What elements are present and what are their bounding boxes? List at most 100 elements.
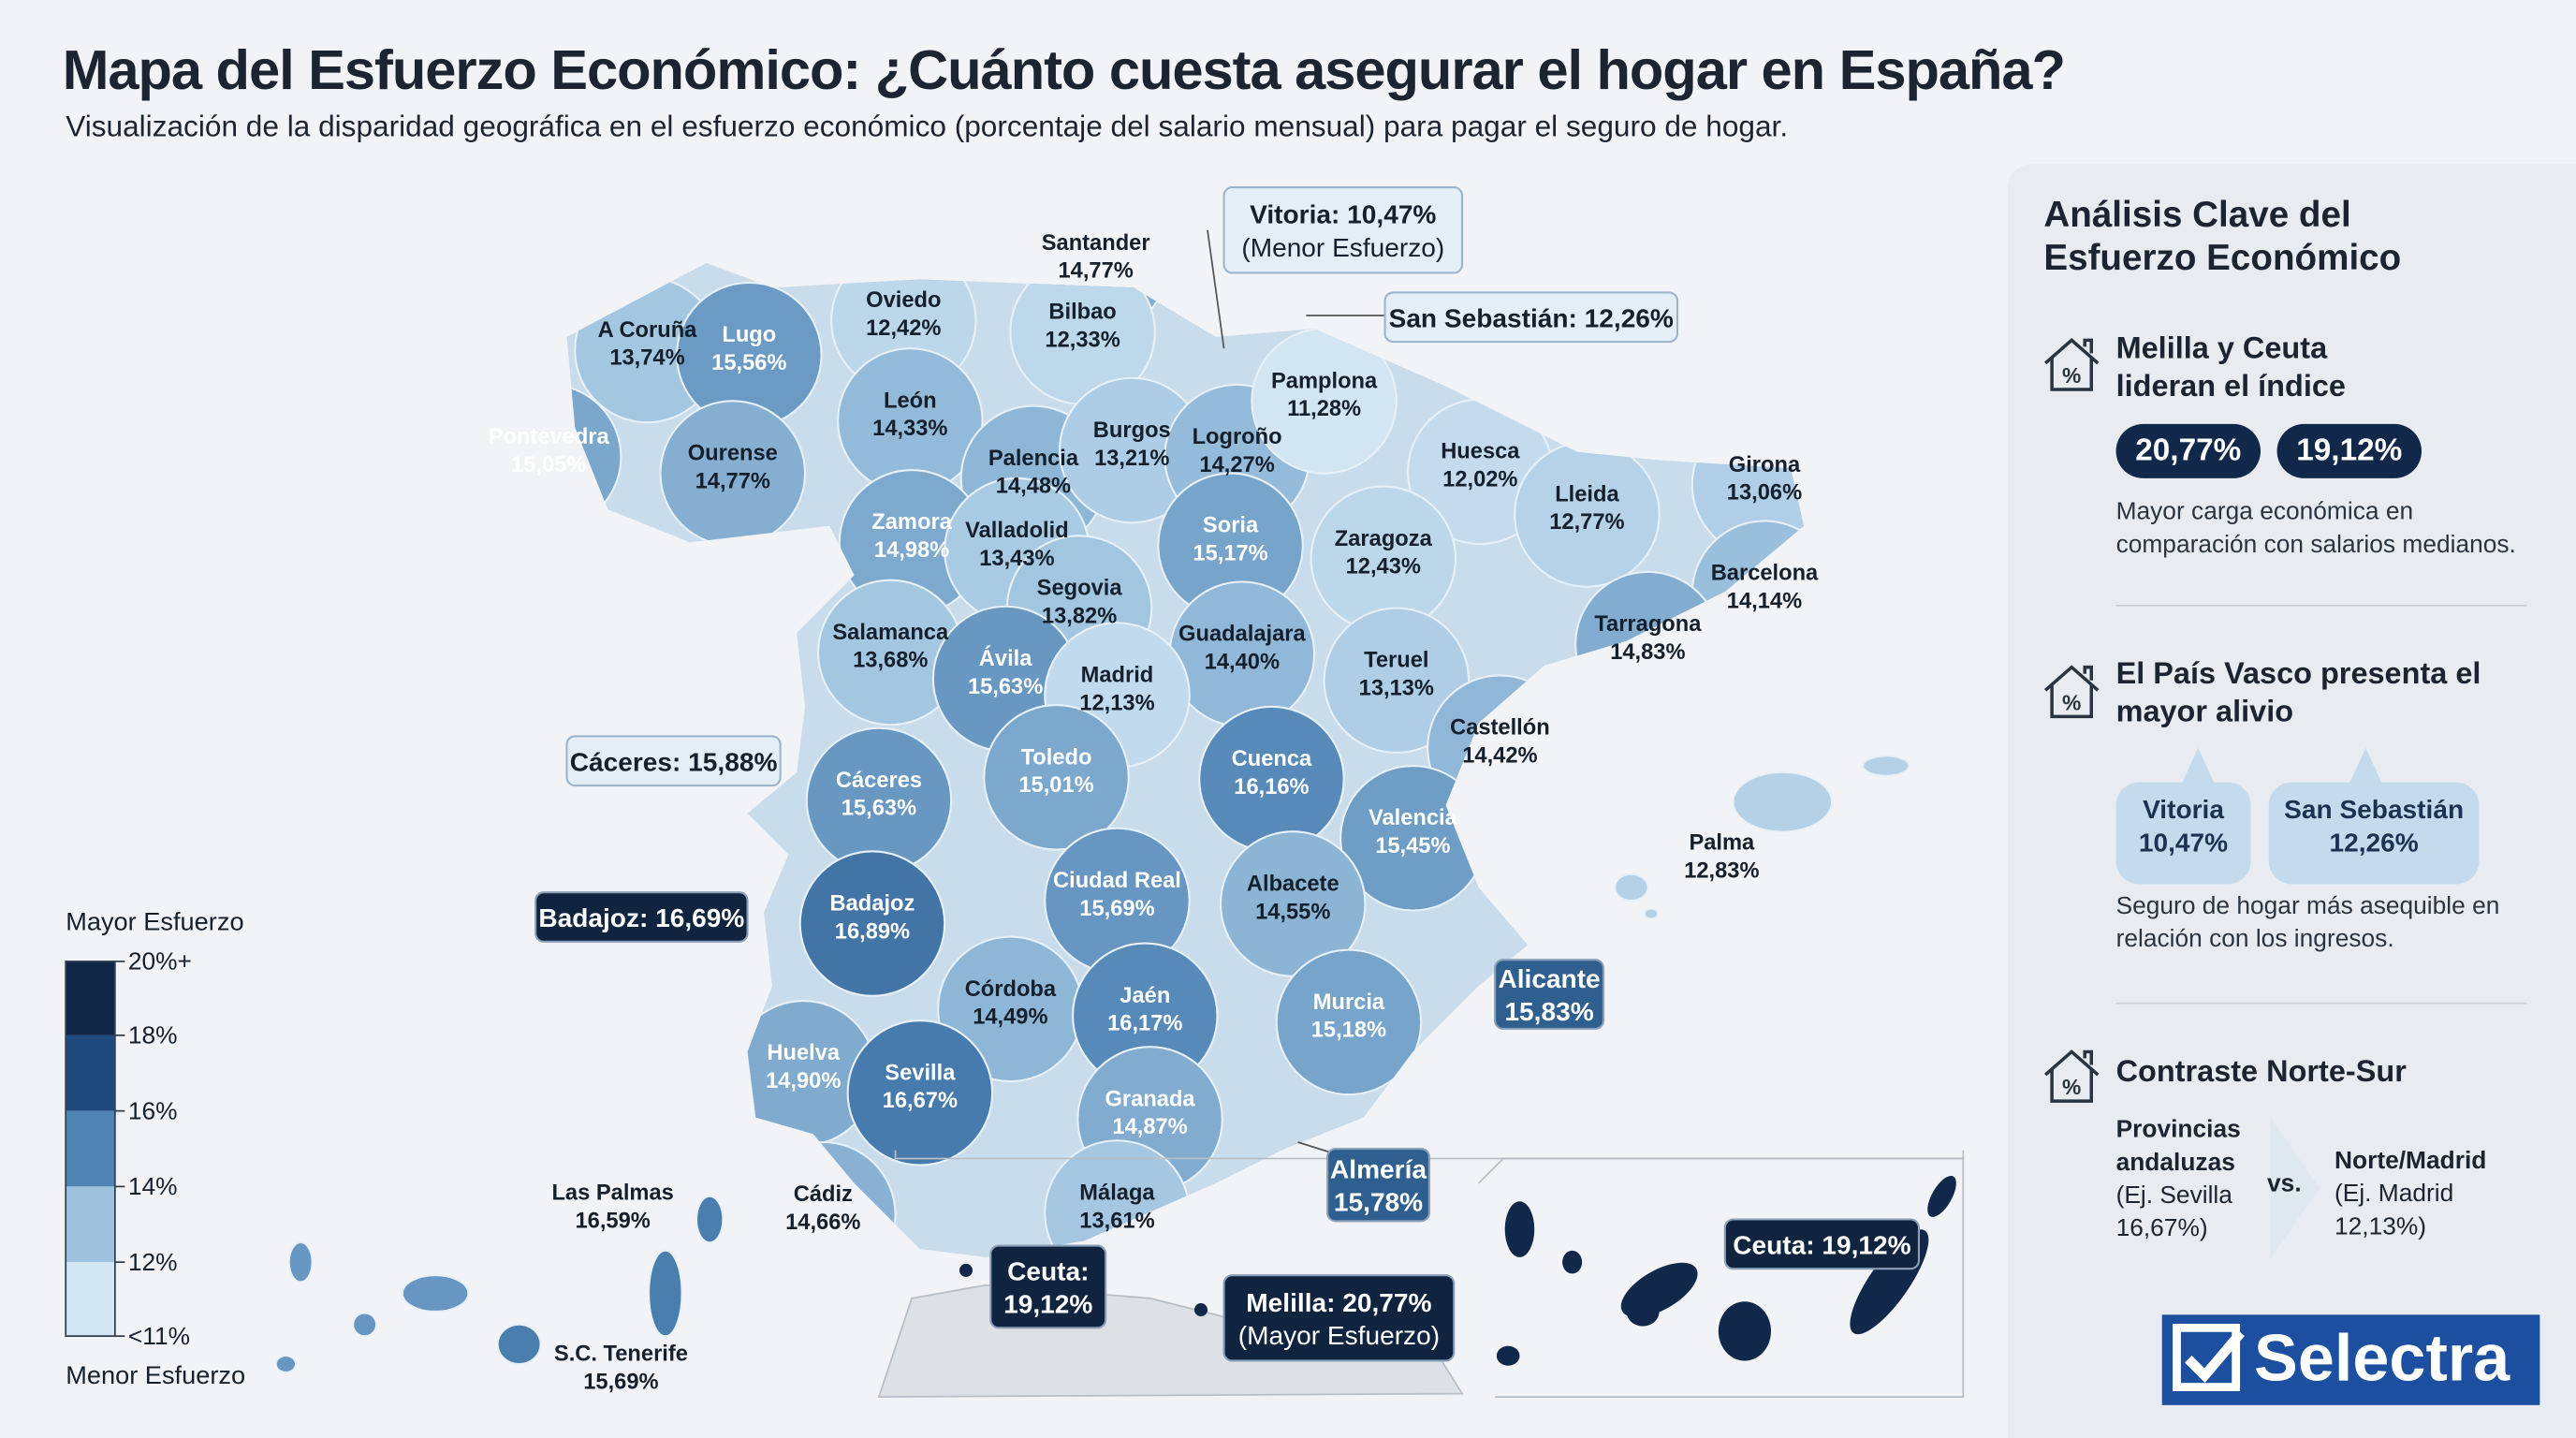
callout-text: (Menor Esfuerzo) bbox=[1241, 233, 1444, 262]
svg-text:%: % bbox=[2062, 690, 2081, 714]
province-value: 14,49% bbox=[973, 1005, 1047, 1030]
house-icon: % bbox=[2043, 665, 2100, 719]
province-value: 12,77% bbox=[1549, 510, 1624, 535]
compare-example: (Ej. Madrid 12,13%) bbox=[2334, 1180, 2454, 1241]
province-value: 14,87% bbox=[1112, 1115, 1187, 1139]
compare-label: Provincias andaluzas bbox=[2115, 1115, 2241, 1177]
province-name: Jaén bbox=[1120, 984, 1170, 1008]
province-value: 11,28% bbox=[1287, 397, 1361, 421]
melilla-dot bbox=[1193, 1303, 1208, 1317]
legend-tick-label: 12% bbox=[128, 1248, 178, 1276]
province-value: 14,66% bbox=[785, 1211, 860, 1235]
province-name: Girona bbox=[1729, 453, 1801, 477]
province-value: 15,45% bbox=[1375, 834, 1450, 858]
ceuta-dot bbox=[959, 1263, 973, 1277]
canary-inset-frame bbox=[1477, 1157, 1965, 1398]
legend-bottom: Menor Esfuerzo bbox=[66, 1360, 245, 1389]
bubble-tails bbox=[2181, 747, 2382, 785]
province-shape bbox=[1275, 948, 1423, 1096]
pill: 20,77% bbox=[2115, 423, 2261, 478]
province-value: 15,69% bbox=[583, 1370, 658, 1394]
province-value: 14,83% bbox=[1610, 640, 1685, 665]
section-title: Melilla y Ceuta lideran el índice bbox=[2115, 330, 2346, 404]
province-name: Logroño bbox=[1193, 425, 1282, 449]
province-shape bbox=[983, 704, 1130, 851]
callout-text: 15,83% bbox=[1504, 997, 1593, 1026]
province-value: 13,13% bbox=[1359, 677, 1434, 701]
callout-box bbox=[534, 891, 749, 943]
legend-band bbox=[66, 1034, 115, 1111]
subtitle: Visualización de la disparidad geográfic… bbox=[66, 110, 1789, 143]
vs-arrow bbox=[2270, 1117, 2320, 1259]
province-value: 14,98% bbox=[874, 538, 949, 563]
province-shape bbox=[1614, 755, 1910, 920]
province-name: Segovia bbox=[1037, 576, 1123, 600]
legend-band bbox=[66, 1186, 115, 1263]
callout-text: San Sebastián: 12,26% bbox=[1389, 303, 1674, 332]
callout-text: 15,78% bbox=[1334, 1188, 1423, 1217]
province-name: Soria bbox=[1203, 514, 1259, 538]
svg-text:%: % bbox=[2062, 1075, 2081, 1099]
province-name: Santander bbox=[1042, 231, 1150, 256]
province-value: 13,68% bbox=[853, 649, 928, 673]
province-name: A Coruña bbox=[598, 318, 698, 343]
callouts: Vitoria: 10,47% (Menor Esfuerzo) San Sebas… bbox=[534, 186, 1921, 1362]
callout-text: Melilla: 20,77% bbox=[1246, 1288, 1431, 1317]
legend-tick-label: <11% bbox=[128, 1322, 190, 1350]
province-labels: A Coruña 13,74% Lugo 15,56% Pontevedra 15,05%… bbox=[489, 231, 1819, 1394]
province-name: Cádiz bbox=[794, 1182, 853, 1207]
province-name: Albacete bbox=[1247, 872, 1339, 896]
section-title: Contraste Norte-Sur bbox=[2115, 1053, 2407, 1089]
legend-band bbox=[66, 1110, 115, 1187]
province-name: Ávila bbox=[979, 645, 1032, 671]
province-value: 12,83% bbox=[1684, 858, 1759, 883]
province-value: 16,17% bbox=[1107, 1012, 1182, 1036]
legend-band bbox=[66, 961, 115, 1035]
province-name: León bbox=[884, 389, 937, 413]
divider bbox=[2115, 1002, 2527, 1005]
province-value: 13,61% bbox=[1079, 1209, 1154, 1233]
province-value: 15,69% bbox=[1079, 897, 1154, 921]
house-icon: % bbox=[2043, 338, 2100, 391]
province-name: Bilbao bbox=[1048, 301, 1116, 325]
province-name: Barcelona bbox=[1711, 562, 1819, 586]
province-name: Córdoba bbox=[965, 977, 1057, 1002]
section-text: Seguro de hogar más asequible en relació… bbox=[2115, 892, 2500, 954]
province-shape bbox=[496, 1196, 724, 1365]
province-shape bbox=[274, 1241, 470, 1373]
province-value: 12,33% bbox=[1045, 328, 1120, 352]
province-name: Lleida bbox=[1555, 482, 1619, 506]
province-value: 15,63% bbox=[968, 675, 1043, 699]
province-value: 12,43% bbox=[1346, 555, 1421, 580]
province-value: 14,90% bbox=[766, 1069, 841, 1093]
logo-text: Selectra bbox=[2253, 1323, 2510, 1396]
callout-box bbox=[989, 1244, 1107, 1329]
callout-text: Ceuta: bbox=[1007, 1256, 1089, 1285]
province-value: 14,27% bbox=[1199, 453, 1274, 477]
callout-box bbox=[1723, 1218, 1921, 1270]
province-shape bbox=[846, 1020, 994, 1167]
section-text: Mayor carga económica en comparación con… bbox=[2115, 497, 2516, 559]
callout-box bbox=[1383, 291, 1679, 344]
province-name: Tarragona bbox=[1594, 612, 1702, 637]
province-name: Guadalajara bbox=[1178, 623, 1306, 647]
callout-box bbox=[1222, 1274, 1456, 1362]
province-name: Granada bbox=[1105, 1087, 1196, 1111]
province-value: 13,43% bbox=[979, 547, 1054, 571]
province-value: 13,74% bbox=[609, 346, 684, 371]
province-value: 12,02% bbox=[1442, 468, 1517, 492]
compare-label: Norte/Madrid bbox=[2334, 1147, 2487, 1176]
compare-left: Provincias andaluzas (Ej. Sevilla 16,67%) bbox=[2116, 1114, 2267, 1245]
province-value: 16,67% bbox=[883, 1089, 958, 1113]
province-value: 16,59% bbox=[575, 1209, 650, 1233]
province-name: Burgos bbox=[1093, 418, 1171, 443]
callout-text: Vitoria: 10,47% bbox=[1250, 200, 1436, 229]
bubble: Vitoria 10,47% bbox=[2115, 782, 2251, 885]
province-name: Zaragoza bbox=[1335, 527, 1433, 551]
province-name: Salamanca bbox=[832, 621, 949, 645]
province-name: Teruel bbox=[1364, 649, 1428, 673]
title: Mapa del Esfuerzo Económico: ¿Cuánto cue… bbox=[62, 39, 2066, 102]
callout-text: Ceuta: 19,12% bbox=[1733, 1230, 1910, 1259]
province-name: Valladolid bbox=[965, 519, 1069, 543]
